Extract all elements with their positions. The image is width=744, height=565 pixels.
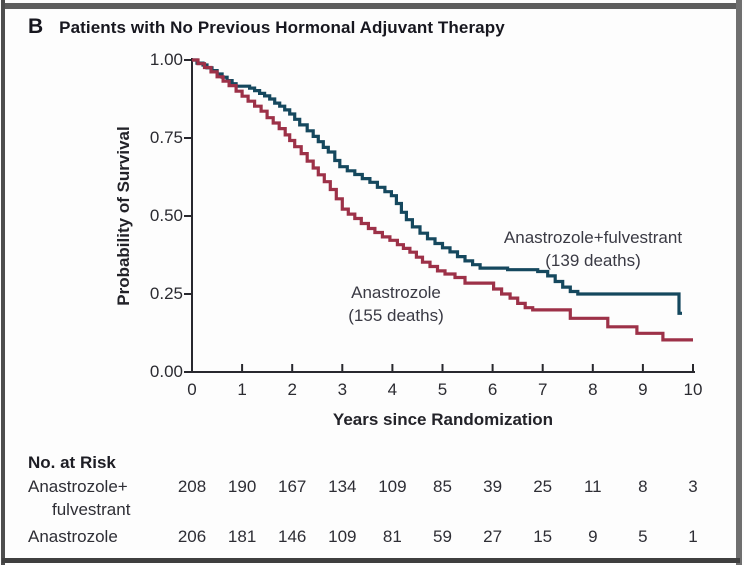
risk-value: 1	[688, 527, 698, 546]
panel-header: B Patients with No Previous Hormonal Adj…	[28, 15, 505, 39]
risk-value: 25	[533, 477, 553, 496]
x-tick-label: 1	[237, 380, 247, 399]
risk-value: 59	[433, 527, 452, 546]
y-tick-label: 1.00	[149, 50, 183, 69]
risk-value: 5	[638, 527, 648, 546]
risk-value: 8	[638, 477, 648, 496]
x-tick-label: 2	[287, 380, 297, 399]
x-tick-label: 0	[187, 380, 197, 399]
risk-value: 167	[278, 477, 307, 496]
x-tick-label: 7	[537, 380, 548, 399]
panel-title: Patients with No Previous Hormonal Adjuv…	[59, 18, 505, 37]
y-tick-label: 0.75	[149, 128, 183, 147]
risk-table-header: No. at Risk	[28, 453, 116, 472]
km-curve-anastrozole-fulvestrant	[192, 58, 682, 315]
risk-value: 109	[328, 527, 357, 546]
x-tick-label: 4	[387, 380, 398, 399]
risk-value: 9	[588, 527, 598, 546]
x-tick-label: 6	[487, 380, 498, 399]
risk-value: 39	[483, 477, 503, 496]
risk-value: 81	[382, 527, 402, 546]
risk-value: 134	[328, 477, 357, 496]
km-curve-anastrozole	[192, 58, 693, 342]
risk-row-label: Anastrozole+	[28, 477, 128, 496]
risk-value: 11	[583, 477, 602, 496]
x-tick-label: 9	[638, 380, 648, 399]
risk-value: 206	[177, 527, 207, 546]
x-tick-label: 5	[437, 380, 448, 399]
y-tick-label: 0.00	[149, 362, 183, 381]
x-axis-title: Years since Randomization	[332, 410, 554, 429]
frame-border-right	[736, 0, 742, 565]
x-tick-label: 10	[683, 380, 703, 399]
risk-value: 3	[688, 477, 698, 496]
risk-value: 27	[483, 527, 503, 546]
series-label-line: Anastrozole+fulvestrant	[503, 228, 683, 247]
frame-border-bottom	[2, 558, 740, 563]
series-label-line: (155 deaths)	[348, 306, 444, 325]
risk-value: 85	[433, 477, 452, 496]
series-label-line: (139 deaths)	[545, 251, 641, 270]
risk-value: 146	[278, 527, 307, 546]
risk-value: 208	[177, 477, 207, 496]
risk-value: 181	[227, 527, 257, 546]
risk-row-label: fulvestrant	[52, 500, 131, 519]
x-tick-label: 8	[588, 380, 598, 399]
y-tick-label: 0.50	[149, 206, 183, 225]
risk-value: 190	[227, 477, 257, 496]
y-tick-label: 0.25	[149, 284, 183, 303]
x-tick-label: 3	[337, 380, 348, 399]
frame-border-left	[1, 0, 5, 565]
risk-value: 109	[378, 477, 407, 496]
panel-letter: B	[28, 15, 44, 38]
series-label-anastrozole: Anastrozole (155 deaths)	[348, 281, 443, 327]
risk-row-label: Anastrozole	[28, 527, 118, 546]
frame-border-top	[2, 3, 740, 9]
series-label-line: Anastrozole	[351, 283, 441, 302]
risk-value: 15	[533, 527, 553, 546]
series-label-anastrozole-fulvestrant: Anastrozole+fulvestrant (139 deaths)	[504, 226, 682, 272]
